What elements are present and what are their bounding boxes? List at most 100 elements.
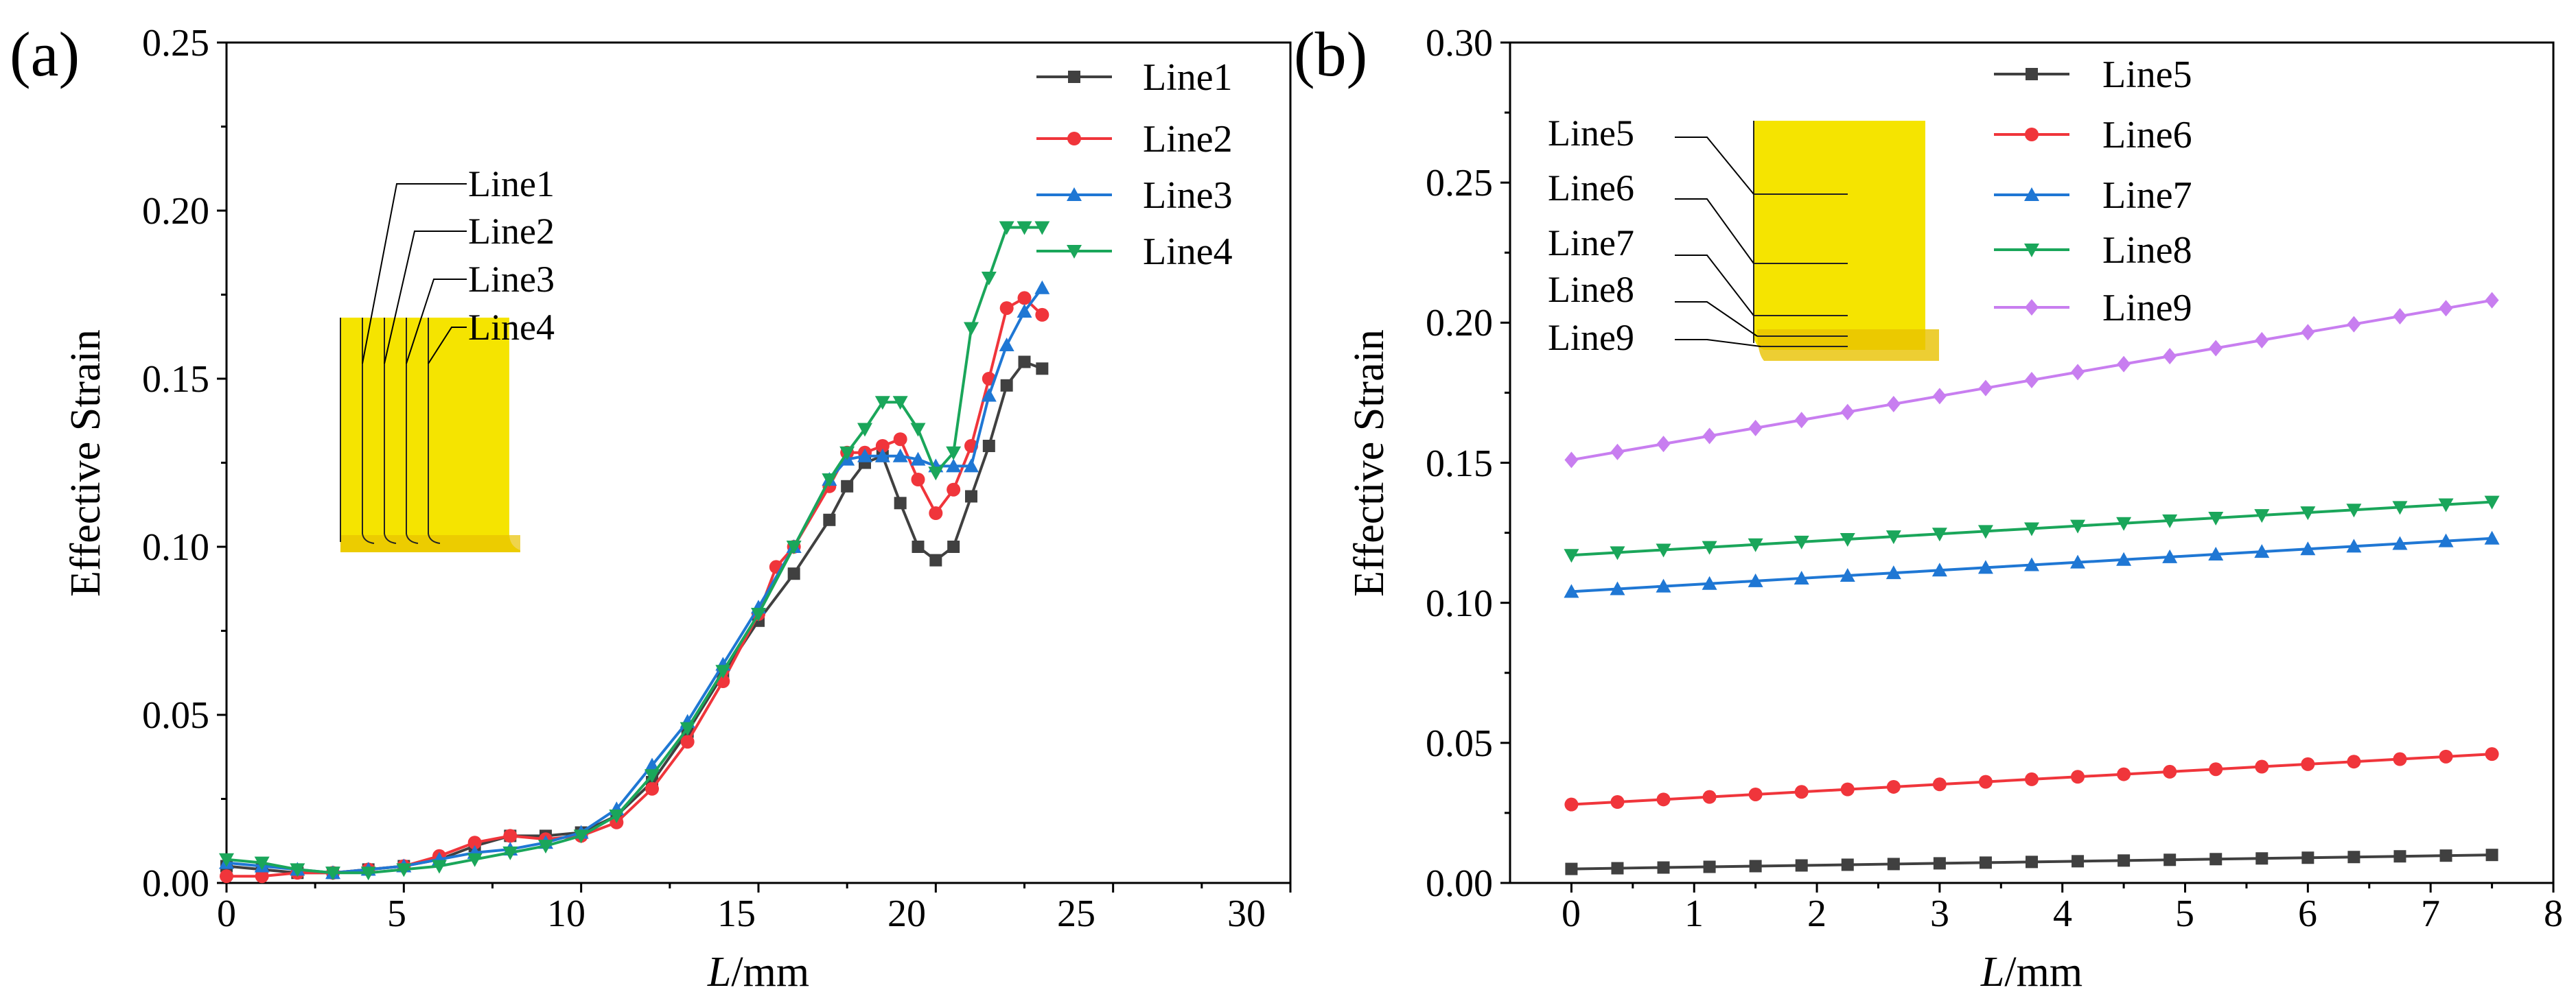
b-inset-label: Line6 bbox=[1548, 167, 1634, 209]
b-data-point bbox=[2070, 519, 2086, 534]
a-data-point bbox=[946, 458, 962, 473]
a-inset-label: Line1 bbox=[468, 163, 555, 204]
panel-a-x-axis-label: L/mm bbox=[707, 949, 809, 995]
b-data-point bbox=[1610, 581, 1625, 595]
a-data-point bbox=[538, 840, 553, 854]
a-inset-line2 bbox=[384, 318, 397, 544]
a-data-point bbox=[502, 846, 518, 860]
a-data-point bbox=[947, 541, 960, 553]
a-legend-label: Line4 bbox=[1143, 231, 1233, 273]
b-legend-item: Line9 bbox=[1994, 287, 2192, 329]
panel-a-inset-diagram: Line1 Line2 Line3 Line4 bbox=[340, 163, 555, 552]
b-data-point bbox=[2301, 757, 2315, 771]
b-data-point bbox=[1611, 862, 1624, 875]
b-data-point bbox=[2208, 547, 2224, 561]
panel-a-label: (a) bbox=[10, 19, 80, 89]
a-xtick-label: 15 bbox=[717, 893, 756, 935]
b-inset-label: Line7 bbox=[1548, 222, 1634, 263]
a-xlabel-rest: /mm bbox=[731, 949, 809, 995]
a-data-point bbox=[874, 448, 890, 462]
b-data-point bbox=[1978, 775, 1993, 789]
b-data-point bbox=[1933, 857, 1946, 870]
a-xtick-label: 5 bbox=[387, 893, 406, 935]
b-data-point bbox=[2117, 767, 2131, 781]
panel-b-series bbox=[1564, 292, 2500, 875]
b-data-point bbox=[1886, 395, 1901, 412]
a-legend-marker bbox=[1067, 187, 1082, 201]
a-data-point bbox=[467, 853, 483, 867]
a-data-point bbox=[1017, 304, 1032, 318]
b-xtick-label: 1 bbox=[1684, 893, 1704, 935]
b-data-point bbox=[2162, 549, 2178, 563]
b-data-point bbox=[1748, 419, 1763, 436]
b-xtick-label: 4 bbox=[2053, 893, 2072, 935]
a-data-point bbox=[220, 869, 233, 884]
legend-marker-shape bbox=[2025, 128, 2039, 141]
a-xtick-label: 10 bbox=[547, 893, 585, 935]
b-ytick-label: 0.05 bbox=[1426, 722, 1493, 765]
b-inset-label: Line5 bbox=[1548, 113, 1634, 154]
panel-a-x-tick-labels: 0 5 10 15 20 25 30 bbox=[217, 893, 1266, 935]
b-data-point bbox=[2346, 504, 2362, 518]
legend-marker-shape bbox=[1067, 245, 1082, 259]
b-data-point bbox=[2255, 759, 2269, 774]
a-inset-line3 bbox=[406, 318, 419, 544]
a-data-point bbox=[911, 473, 925, 486]
a-data-point bbox=[964, 458, 979, 473]
panel-a-legend: Line1 Line2 Line3 Line4 bbox=[1036, 56, 1233, 273]
a-data-point bbox=[965, 490, 977, 503]
a-legend-label: Line3 bbox=[1143, 174, 1233, 217]
a-data-point bbox=[946, 446, 962, 460]
b-legend-label: Line8 bbox=[2102, 229, 2192, 272]
b-legend-marker bbox=[2024, 187, 2039, 201]
b-data-point bbox=[2116, 552, 2132, 566]
panel-b-label: (b) bbox=[1294, 19, 1367, 89]
a-inset-line1 bbox=[362, 318, 375, 544]
b-data-point bbox=[1702, 790, 1717, 804]
a-data-point bbox=[680, 735, 695, 749]
b-data-point bbox=[1885, 530, 1901, 545]
a-xtick-label: 0 bbox=[217, 893, 236, 935]
b-xtick-label: 2 bbox=[1807, 893, 1826, 935]
b-data-point bbox=[2117, 854, 2131, 867]
b-series-line7 bbox=[1564, 530, 2500, 598]
b-data-point bbox=[2439, 849, 2452, 862]
a-data-point bbox=[875, 439, 890, 453]
a-leader-line2 bbox=[384, 231, 467, 364]
b-legend-marker bbox=[2024, 244, 2039, 257]
b-series-line6 bbox=[1564, 747, 2499, 812]
b-data-point bbox=[1978, 379, 1993, 397]
b-data-point bbox=[1932, 777, 1947, 792]
a-ytick-label: 0.00 bbox=[142, 862, 209, 905]
b-data-point bbox=[1840, 403, 1855, 421]
b-data-point bbox=[2254, 509, 2270, 523]
a-data-point bbox=[787, 567, 800, 580]
b-data-point bbox=[2071, 770, 2085, 784]
a-inset-fill bbox=[340, 318, 520, 552]
b-data-point bbox=[2209, 853, 2223, 866]
a-data-point bbox=[396, 863, 412, 877]
b-data-point bbox=[1840, 532, 1855, 547]
b-data-point bbox=[1885, 565, 1901, 580]
a-ytick-label: 0.10 bbox=[142, 526, 209, 569]
b-data-point bbox=[2209, 762, 2223, 777]
b-ytick-label: 0.10 bbox=[1426, 582, 1493, 625]
b-data-point bbox=[2162, 514, 2178, 528]
b-data-point bbox=[1840, 568, 1855, 582]
a-data-point bbox=[910, 423, 926, 437]
b-xlabel-italic: L bbox=[1980, 949, 2004, 995]
b-data-point bbox=[1794, 412, 1809, 429]
b-data-point bbox=[1564, 451, 1579, 469]
legend-marker-shape bbox=[2026, 68, 2038, 80]
a-data-point bbox=[751, 608, 766, 622]
b-data-point bbox=[2117, 355, 2131, 373]
a-legend-label: Line2 bbox=[1143, 118, 1233, 161]
a-data-point bbox=[360, 866, 376, 881]
b-inset-label: Line9 bbox=[1548, 317, 1634, 358]
a-data-point bbox=[841, 480, 854, 493]
b-leader-line8 bbox=[1675, 301, 1758, 337]
a-inset-label: Line3 bbox=[468, 259, 555, 300]
a-data-point bbox=[715, 665, 731, 679]
a-xtick-label: 25 bbox=[1057, 893, 1095, 935]
b-data-point bbox=[2025, 772, 2039, 786]
